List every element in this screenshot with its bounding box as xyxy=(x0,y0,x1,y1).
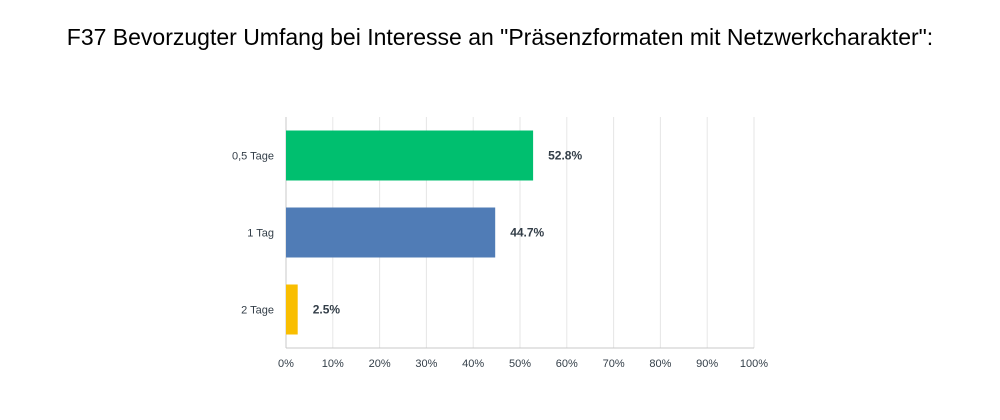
x-tick-label: 50% xyxy=(509,358,531,370)
data-label: 52.8% xyxy=(548,149,582,163)
x-tick-label: 20% xyxy=(369,358,391,370)
bar xyxy=(286,130,534,181)
chart-title: F37 Bevorzugter Umfang bei Interesse an … xyxy=(66,24,934,50)
bar xyxy=(286,284,298,335)
x-tick-label: 30% xyxy=(415,358,437,370)
category-label: 0,5 Tage xyxy=(232,151,274,163)
data-label: 2.5% xyxy=(313,303,341,317)
x-tick-label: 100% xyxy=(740,358,768,370)
category-label: 1 Tag xyxy=(247,228,274,240)
category-label: 2 Tage xyxy=(241,305,274,317)
x-tick-label: 80% xyxy=(649,358,671,370)
x-tick-label: 10% xyxy=(322,358,344,370)
x-tick-label: 40% xyxy=(462,358,484,370)
x-tick-label: 0% xyxy=(278,358,294,370)
x-tick-label: 60% xyxy=(556,358,578,370)
x-tick-label: 70% xyxy=(603,358,625,370)
data-label: 44.7% xyxy=(510,226,544,240)
bar xyxy=(286,207,496,258)
x-tick-label: 90% xyxy=(696,358,718,370)
